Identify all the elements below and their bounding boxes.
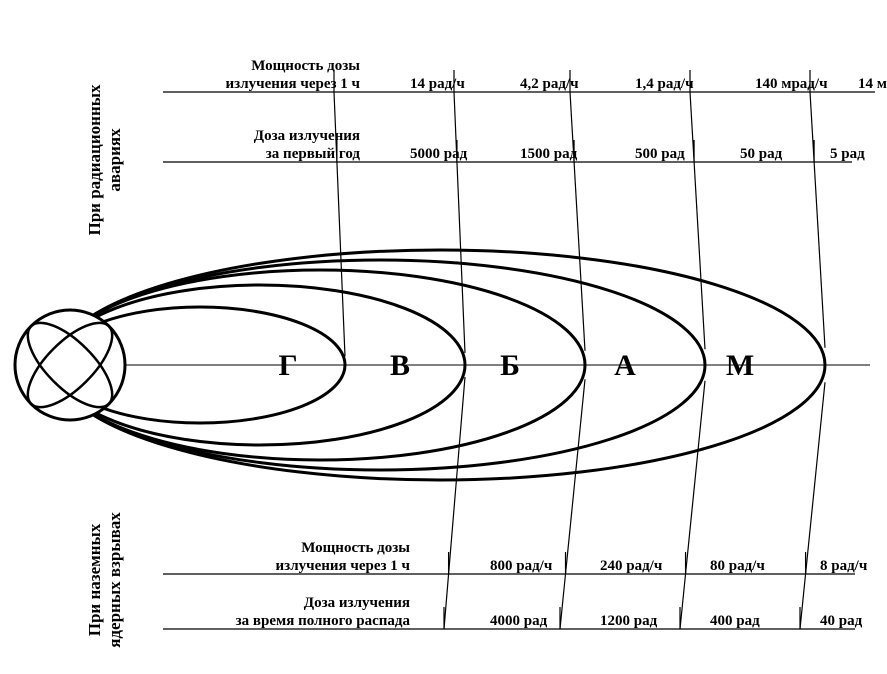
val-bot-rate-M: 8 рад/ч (820, 558, 868, 574)
leader-top-B (570, 92, 585, 351)
val-top-dose-B: 500 рад (635, 146, 685, 162)
header-bot-rate: Мощность дозыизлучения через 1 ч (276, 540, 411, 574)
val-top-rate-A: 140 мрад/ч (755, 76, 828, 92)
val-top-dose-M: 5 рад (830, 146, 865, 162)
leader-top-M (810, 92, 825, 348)
header-bot-dose: Доза излученияза время полного распада (236, 595, 411, 629)
val-top-dose-V: 1500 рад (520, 146, 578, 162)
val-top-rate-B: 1,4 рад/ч (635, 76, 694, 92)
zone-label-A: А (614, 349, 636, 382)
header-top-rate: Мощность дозыизлучения через 1 ч (226, 58, 361, 92)
val-bot-rate-V: 800 рад/ч (490, 558, 553, 574)
side-label-top: При радиационныхавариях (85, 84, 124, 236)
leader-bot-V (444, 377, 465, 629)
header-top-dose: Доза излученияза первый год (254, 128, 361, 162)
side-label-bottom: При наземныхядерных взрывах (85, 512, 124, 648)
val-bot-dose-V: 4000 рад (490, 613, 548, 629)
val-bot-dose-B: 1200 рад (600, 613, 658, 629)
val-bot-dose-A: 400 рад (710, 613, 760, 629)
leader-bot-M (800, 382, 825, 629)
leader-top-A (690, 92, 705, 349)
val-bot-rate-A: 80 рад/ч (710, 558, 765, 574)
source-icon (15, 310, 125, 420)
zone-label-V: В (390, 349, 410, 382)
val-top-dose-A: 50 рад (740, 146, 783, 162)
val-top-dose-G: 5000 рад (410, 146, 468, 162)
val-bot-dose-M: 40 рад (820, 613, 863, 629)
leader-top-V (454, 92, 465, 353)
zone-label-G: Г (278, 349, 297, 382)
val-top-rate-G: 14 рад/ч (410, 76, 465, 92)
zone-label-M: М (726, 349, 754, 382)
val-top-rate-M: 14 мрад/ч (858, 76, 887, 92)
contamination-zones-diagram: При радиационныхавариях При наземныхядерн… (0, 0, 887, 674)
leader-bot-A (680, 381, 705, 629)
zone-label-B: Б (500, 349, 520, 382)
leader-bot-B (560, 379, 585, 629)
val-bot-rate-B: 240 рад/ч (600, 558, 663, 574)
